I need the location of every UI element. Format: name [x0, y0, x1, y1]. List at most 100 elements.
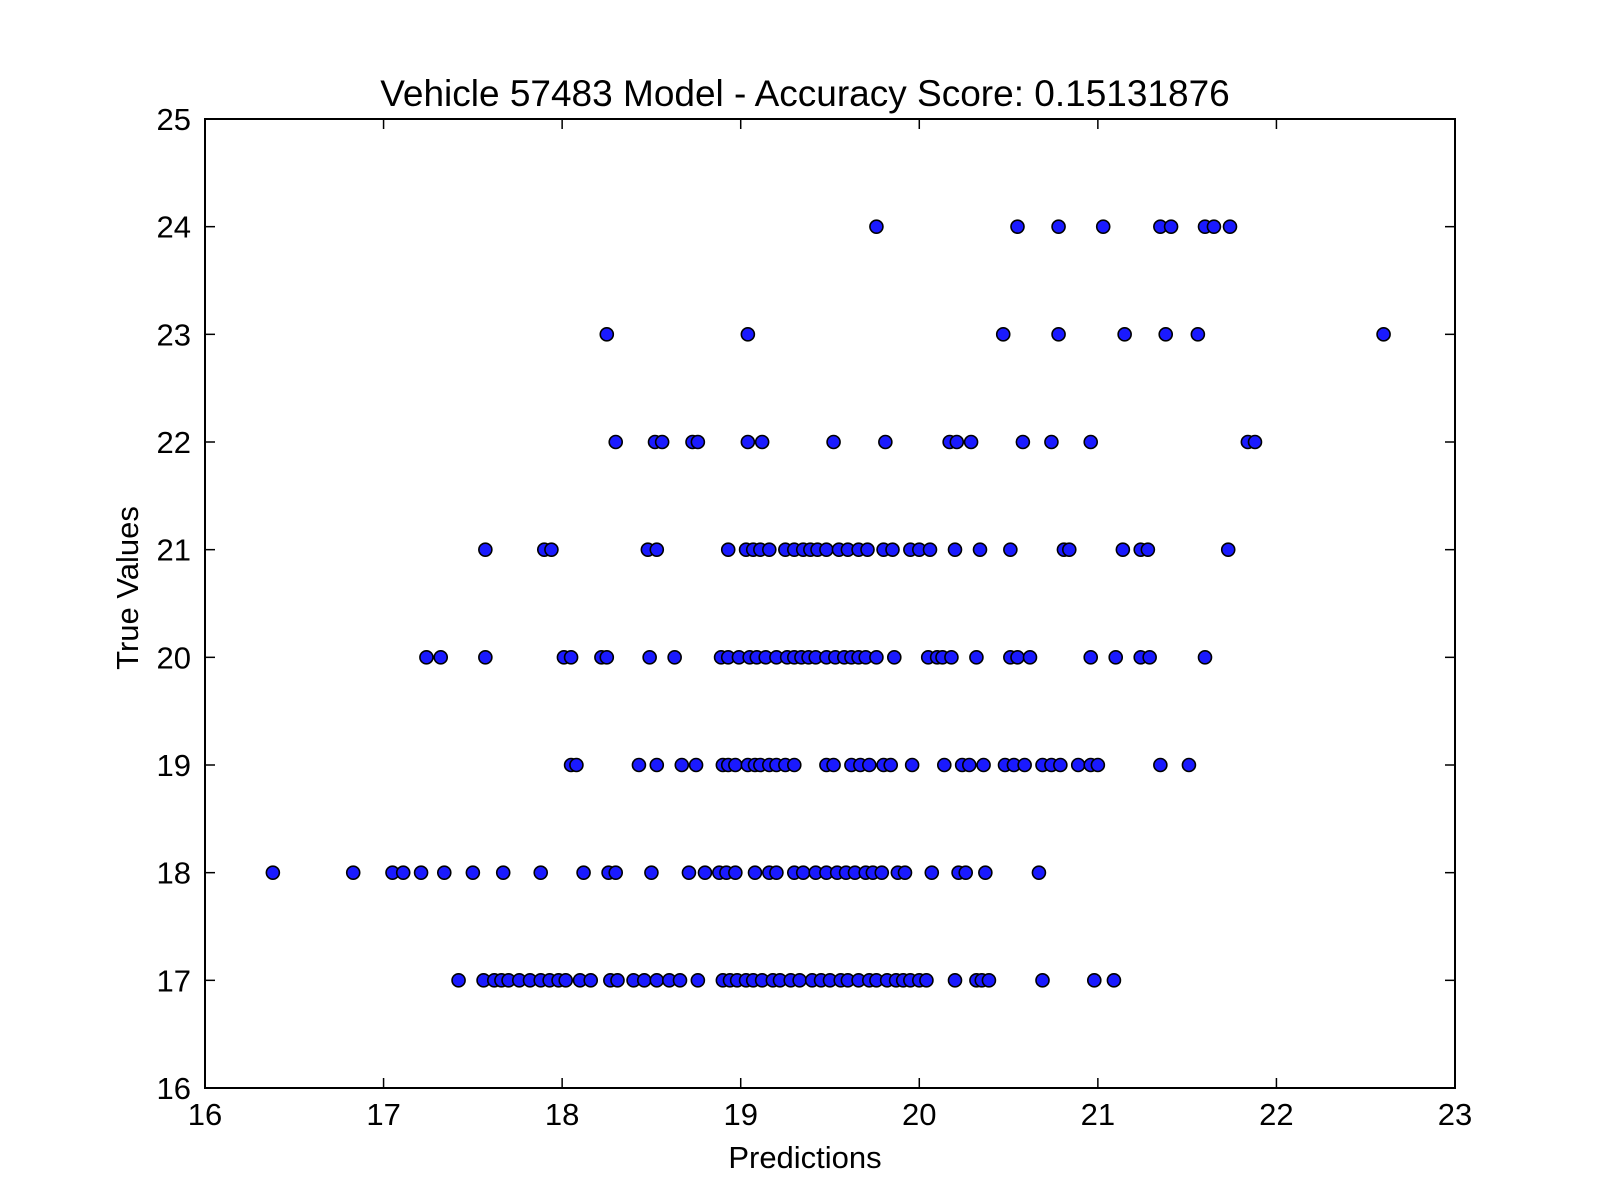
data-point [1010, 219, 1025, 234]
data-point [1117, 327, 1132, 342]
data-point [649, 973, 665, 988]
data-point [944, 650, 959, 665]
data-point [981, 973, 997, 988]
plot-frame [204, 118, 1456, 1089]
data-point [795, 865, 811, 880]
data-point [1070, 757, 1086, 773]
data-point [869, 650, 884, 665]
x-tick-label: 22 [1259, 1097, 1293, 1132]
data-point [569, 757, 584, 773]
data-point [978, 865, 993, 880]
plot-area: 16 17 18 19 20 21 22 23 16 17 18 19 20 21 22 23 24 25 [157, 102, 1473, 1132]
data-point [769, 865, 784, 880]
data-point [883, 757, 899, 773]
data-point [969, 650, 984, 665]
data-point [533, 865, 549, 880]
data-point [478, 650, 493, 665]
data-point [904, 757, 920, 773]
data-point [1140, 542, 1156, 557]
data-point [861, 757, 877, 773]
data-point [1022, 650, 1038, 665]
data-point [1035, 973, 1050, 988]
data-point [690, 973, 706, 988]
chart-title: Vehicle 57483 Model - Accuracy Score: 0.… [380, 73, 1230, 114]
data-point [1206, 219, 1222, 234]
data-point [1051, 219, 1066, 234]
y-tick-label: 18 [157, 856, 191, 891]
data-point [395, 865, 411, 880]
data-point [728, 757, 743, 773]
data-point [740, 434, 756, 450]
data-point [1108, 650, 1124, 665]
data-point [690, 434, 706, 450]
data-point [995, 327, 1011, 342]
data-point [919, 973, 934, 988]
data-point [433, 650, 449, 665]
data-point [1003, 542, 1018, 557]
data-point [786, 757, 802, 773]
data-point [1181, 757, 1197, 773]
data-point [728, 865, 743, 880]
data-point [1061, 542, 1077, 557]
y-tick-label: 23 [157, 317, 191, 352]
data-point [1106, 973, 1122, 988]
data-point [465, 865, 481, 880]
data-point [1051, 327, 1066, 342]
data-point [563, 650, 579, 665]
x-tick-label: 23 [1438, 1097, 1472, 1132]
data-point [631, 757, 647, 773]
data-point [667, 650, 682, 665]
data-point [860, 542, 875, 557]
data-point [1090, 757, 1106, 773]
data-point [1015, 434, 1031, 450]
data-point [1163, 219, 1179, 234]
data-point [576, 865, 591, 880]
y-tick-label: 21 [157, 533, 191, 568]
data-point [265, 865, 281, 880]
x-axis-title: Predictions [728, 1140, 881, 1175]
y-tick-label: 17 [157, 963, 191, 998]
data-point [636, 973, 652, 988]
data-point [649, 757, 665, 773]
data-point [436, 865, 452, 880]
x-tick-label: 21 [1081, 1097, 1115, 1132]
data-point [897, 865, 913, 880]
data-point [413, 865, 429, 880]
data-point [878, 434, 893, 450]
data-point [495, 865, 511, 880]
data-point [720, 542, 736, 557]
data-point [649, 542, 665, 557]
data-point [754, 434, 770, 450]
data-point [826, 434, 841, 450]
data-point [1095, 219, 1111, 234]
data-point [599, 327, 615, 342]
data-point [869, 219, 884, 234]
y-tick-label: 24 [157, 210, 191, 245]
data-point [1083, 650, 1099, 665]
data-point [1017, 757, 1032, 773]
y-tick-label: 19 [157, 748, 191, 783]
data-point [608, 434, 624, 450]
data-point [886, 650, 902, 665]
data-point [697, 865, 713, 880]
y-axis-title: True Values [110, 506, 145, 670]
data-point [976, 757, 991, 773]
data-point [608, 865, 624, 880]
data-point [681, 865, 697, 880]
y-tick-label: 22 [157, 425, 191, 460]
data-point [451, 973, 466, 988]
data-point [761, 542, 777, 557]
data-point [654, 434, 670, 450]
data-point [947, 973, 963, 988]
data-point [1010, 650, 1025, 665]
data-point [740, 327, 756, 342]
data-point [583, 973, 599, 988]
data-point [1044, 434, 1059, 450]
data-point [1220, 542, 1236, 557]
data-point [544, 542, 559, 557]
data-point [961, 757, 977, 773]
data-point [949, 434, 965, 450]
data-point [644, 865, 659, 880]
data-point [826, 757, 841, 773]
